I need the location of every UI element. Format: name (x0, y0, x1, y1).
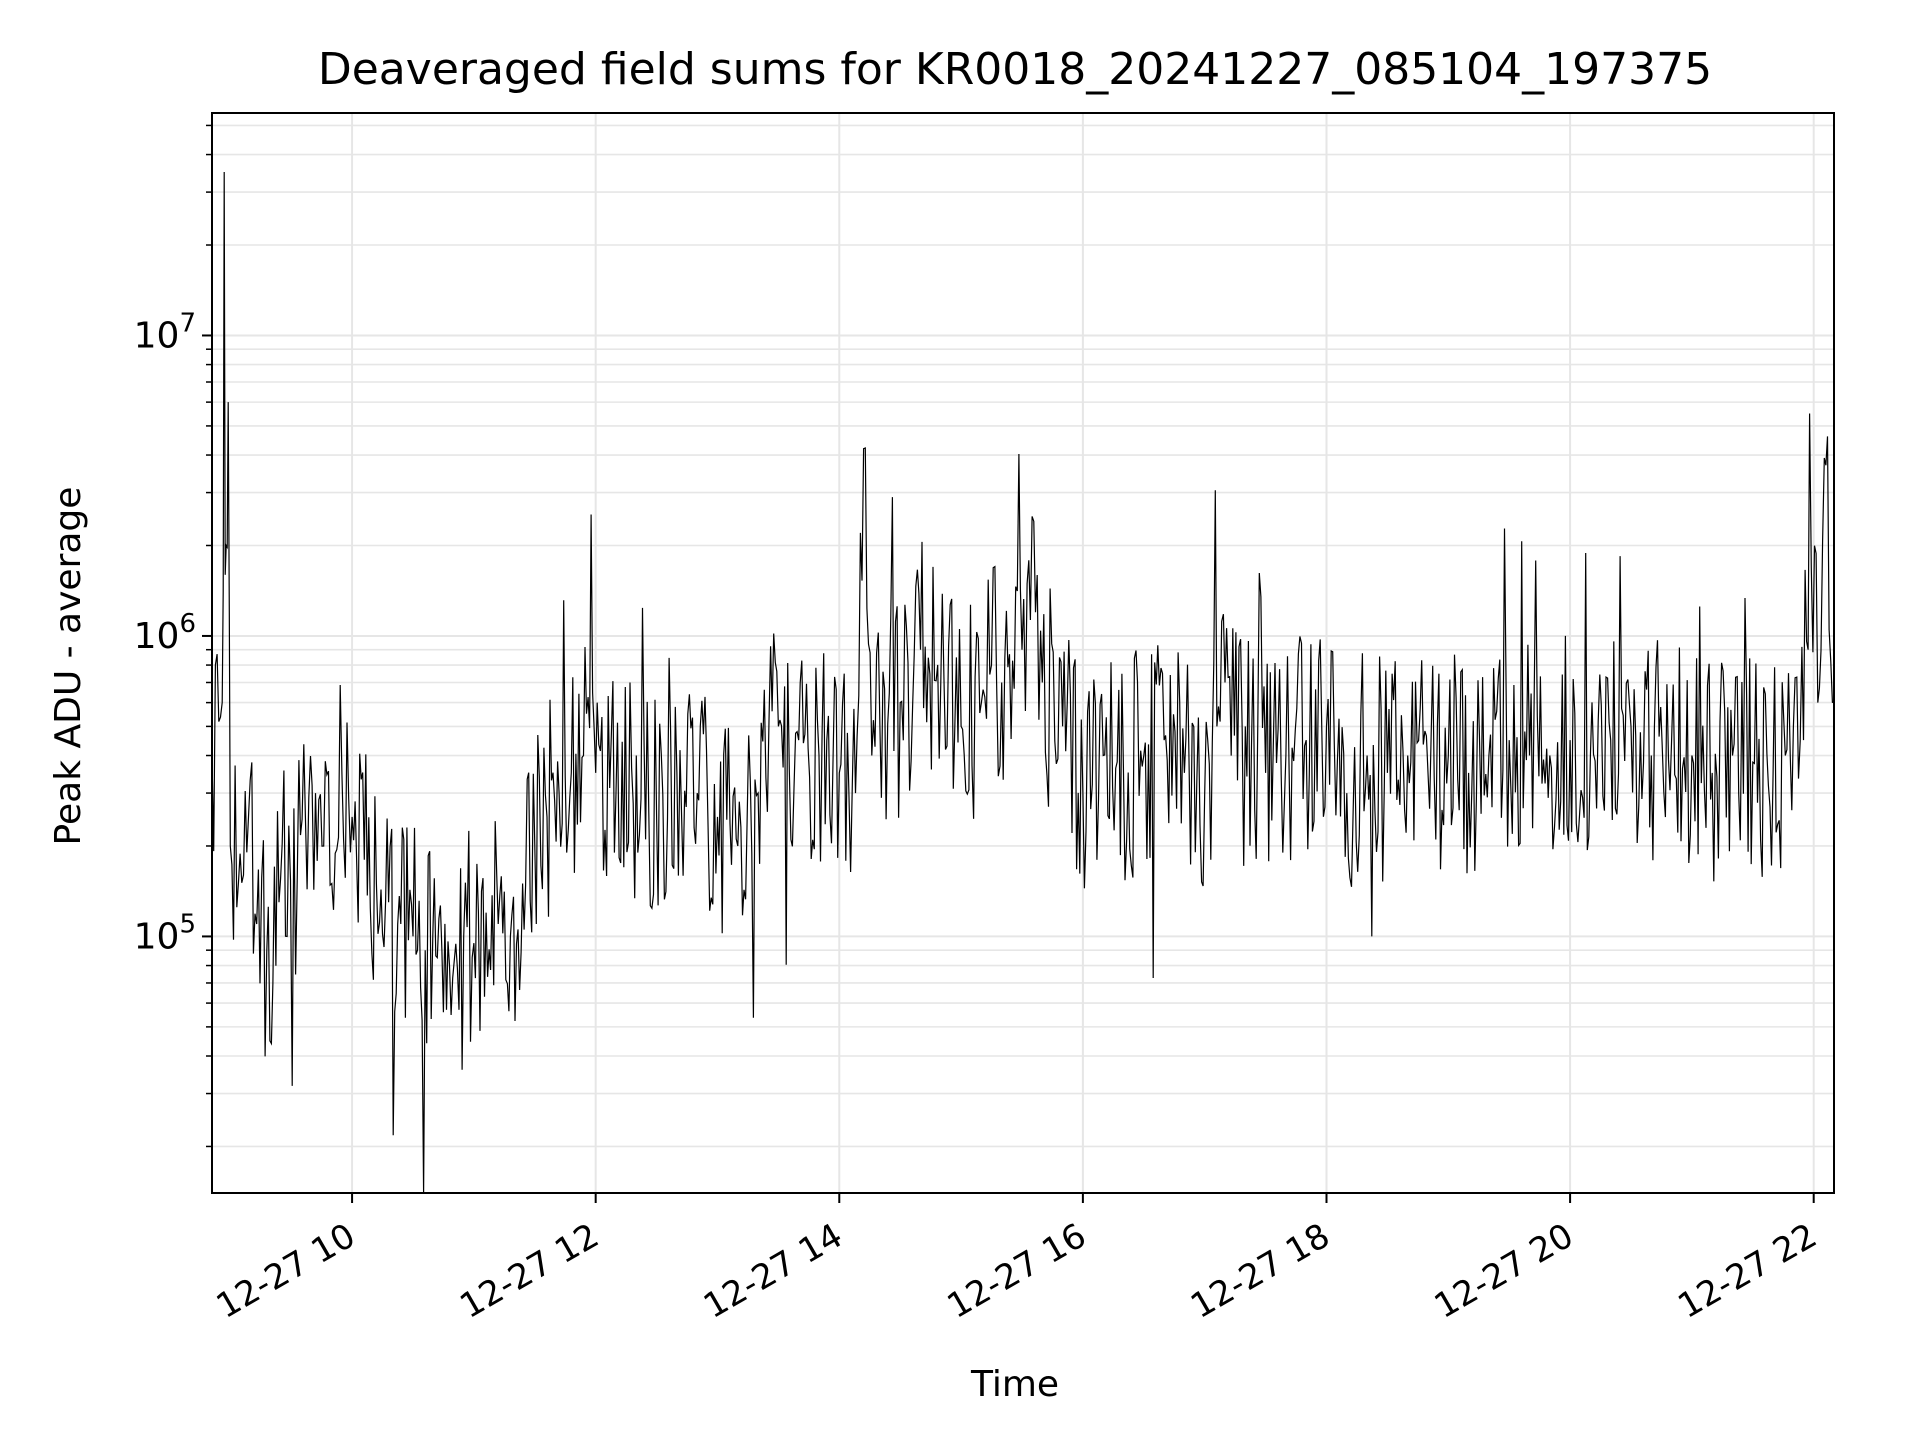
x-tick-label: 12-27 20 (1428, 1216, 1580, 1327)
x-tick-label: 12-27 16 (941, 1216, 1093, 1327)
y-tick-label: 106 (134, 609, 196, 657)
x-tick-label: 12-27 18 (1184, 1216, 1336, 1327)
plot-frame (211, 112, 1835, 1194)
x-tick-label: 12-27 14 (697, 1216, 849, 1327)
x-tick-label: 12-27 12 (453, 1216, 605, 1327)
y-tick-label: 107 (134, 308, 196, 356)
x-tick-label: 12-27 10 (210, 1216, 362, 1327)
chart-title: Deaveraged field sums for KR0018_2024122… (318, 44, 1712, 95)
y-axis-label: Peak ADU - average (48, 487, 89, 846)
y-tick-label: 105 (134, 909, 196, 957)
x-axis-label: Time (970, 1364, 1059, 1405)
x-tick-label: 12-27 22 (1671, 1216, 1823, 1327)
grid (212, 113, 1834, 1193)
series-line (211, 171, 1835, 1194)
series-layer (211, 171, 1835, 1194)
